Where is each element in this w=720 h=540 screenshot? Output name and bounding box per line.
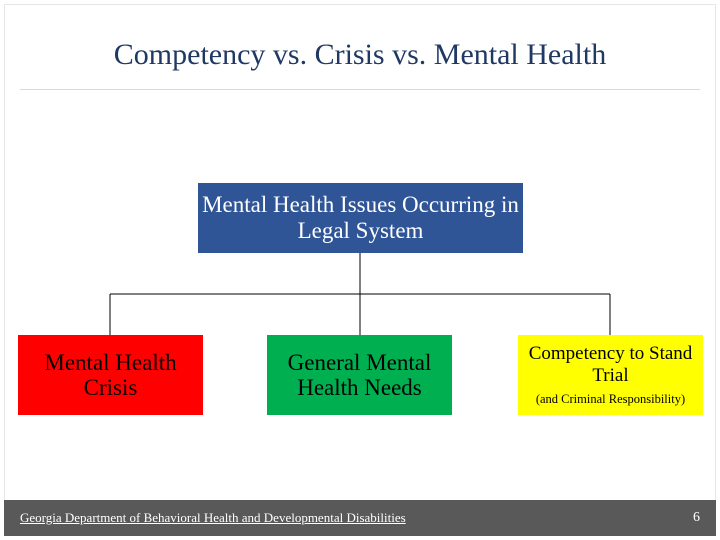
title-area: Competency vs. Crisis vs. Mental Health	[20, 20, 700, 90]
footer-page-number: 6	[693, 510, 700, 526]
tree-root-box: Mental Health Issues Occurring in Legal …	[198, 183, 523, 253]
tree-child-sublabel: (and Criminal Responsibility)	[536, 393, 685, 407]
footer-bar: Georgia Department of Behavioral Health …	[4, 500, 716, 536]
tree-child-crisis: Mental Health Crisis	[18, 335, 203, 415]
tree-child-general: General Mental Health Needs	[267, 335, 452, 415]
slide-title: Competency vs. Crisis vs. Mental Health	[114, 38, 606, 72]
tree-child-label: General Mental Health Needs	[271, 350, 448, 401]
footer-org: Georgia Department of Behavioral Health …	[20, 510, 406, 526]
tree-child-label: Mental Health Crisis	[22, 350, 199, 401]
tree-child-competency: Competency to Stand Trial (and Criminal …	[518, 335, 703, 415]
tree-root-label: Mental Health Issues Occurring in Legal …	[202, 192, 519, 245]
tree-child-label: Competency to Stand Trial	[522, 343, 699, 387]
